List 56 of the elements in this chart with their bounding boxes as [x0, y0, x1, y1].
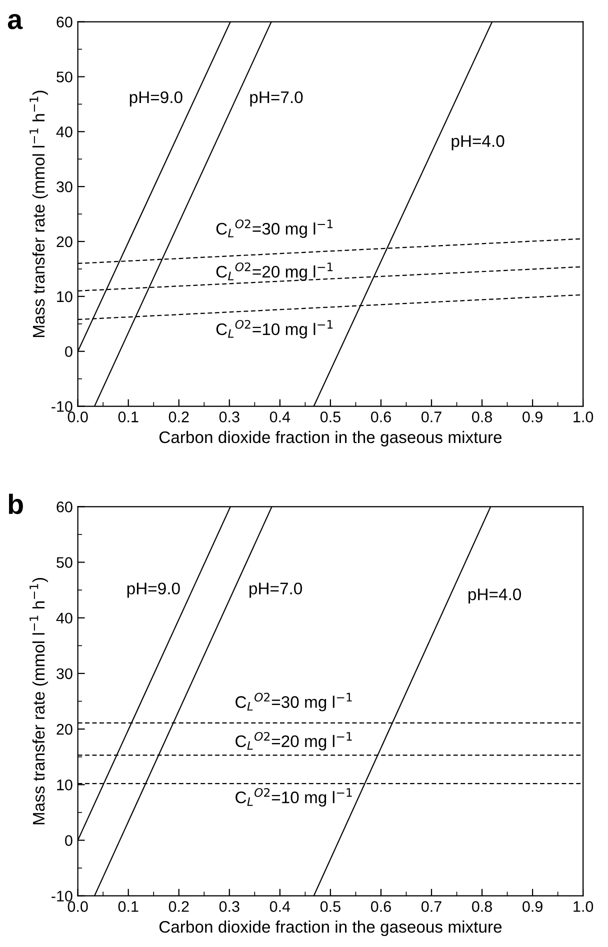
y-tick-label: 30 — [56, 668, 72, 680]
x-tick-label: 0.6 — [370, 412, 391, 422]
x-tick-label: 0.2 — [168, 412, 189, 422]
x-tick-label: 0.7 — [421, 412, 442, 422]
x-tick-label: 0.9 — [522, 412, 542, 422]
y-tick-label: -10 — [52, 890, 72, 902]
series-label: C$_{L}$$^{O2}$=20 mg l$^{−1}$ — [216, 262, 333, 281]
x-tick-label: 0.5 — [320, 412, 340, 422]
y-tick-label: 20 — [56, 236, 72, 248]
series-label: C$_{L}$$^{O2}$=10 mg l$^{−1}$ — [236, 788, 352, 807]
y-tick-label: 0 — [65, 346, 72, 358]
x-axis-title: Carbon dioxide fraction in the gaseous mixture — [159, 920, 502, 936]
x-tick-label: 0.3 — [219, 901, 240, 912]
x-tick-label: 0.1 — [118, 412, 138, 422]
series-label: C$_{L}$$^{O2}$=30 mg l$^{−1}$ — [216, 219, 333, 238]
y-tick-label: 0 — [65, 835, 72, 846]
chart-title: b — [8, 494, 23, 514]
series-label: C$_{L}$$^{O2}$=20 mg l$^{−1}$ — [236, 732, 352, 750]
y-axis-title: Mass transfer rate (mmol l$^{−1}$ h$^{−1}$) — [30, 90, 48, 337]
x-tick-label: 0.7 — [421, 901, 442, 912]
x-tick-label: 0.4 — [270, 901, 290, 912]
x-tick-label: 0.3 — [219, 412, 240, 422]
y-axis-title: Mass transfer rate (mmol l$^{−1}$ h$^{−1}$) — [30, 578, 48, 824]
y-tick-label: -10 — [52, 401, 72, 412]
series-label: pH=7.0 — [250, 91, 303, 106]
x-tick-label: 0.8 — [472, 412, 492, 422]
y-tick-label: 50 — [56, 72, 72, 82]
series-label: pH=4.0 — [468, 588, 522, 604]
series-label: pH=9.0 — [130, 91, 182, 106]
chart-title: a — [8, 14, 23, 30]
y-tick-label: 10 — [57, 291, 72, 302]
x-tick-label: 1.0 — [574, 412, 594, 422]
y-tick-label: 20 — [56, 724, 72, 735]
y-tick-label: 40 — [56, 612, 72, 624]
y-tick-label: 60 — [56, 16, 72, 28]
y-tick-label: 40 — [56, 126, 72, 138]
series-label: C$_{L}$$^{O2}$=30 mg l$^{−1}$ — [236, 692, 352, 712]
y-tick-label: 60 — [56, 502, 72, 512]
x-tick-label: 0.5 — [320, 901, 340, 912]
series-label: C$_{L}$$^{O2}$=10 mg l$^{−1}$ — [216, 320, 333, 338]
y-tick-label: 50 — [56, 557, 72, 568]
y-tick-label: 10 — [57, 780, 72, 790]
series-label: pH=7.0 — [250, 582, 302, 598]
x-tick-label: 0.6 — [370, 901, 391, 912]
y-tick-label: 30 — [56, 181, 72, 192]
x-tick-label: 0.4 — [270, 412, 290, 422]
x-tick-label: 0.0 — [68, 412, 88, 422]
x-axis-title: Carbon dioxide fraction in the gaseous mixture — [159, 430, 502, 446]
series-label: pH=9.0 — [127, 582, 180, 598]
x-tick-label: 0.9 — [522, 901, 542, 912]
x-tick-label: 0.1 — [118, 901, 138, 912]
x-tick-label: 0.0 — [68, 901, 88, 912]
x-tick-label: 1.0 — [574, 901, 594, 912]
x-tick-label: 0.8 — [472, 901, 492, 912]
x-tick-label: 0.2 — [168, 901, 189, 912]
series-label: pH=4.0 — [452, 135, 504, 150]
